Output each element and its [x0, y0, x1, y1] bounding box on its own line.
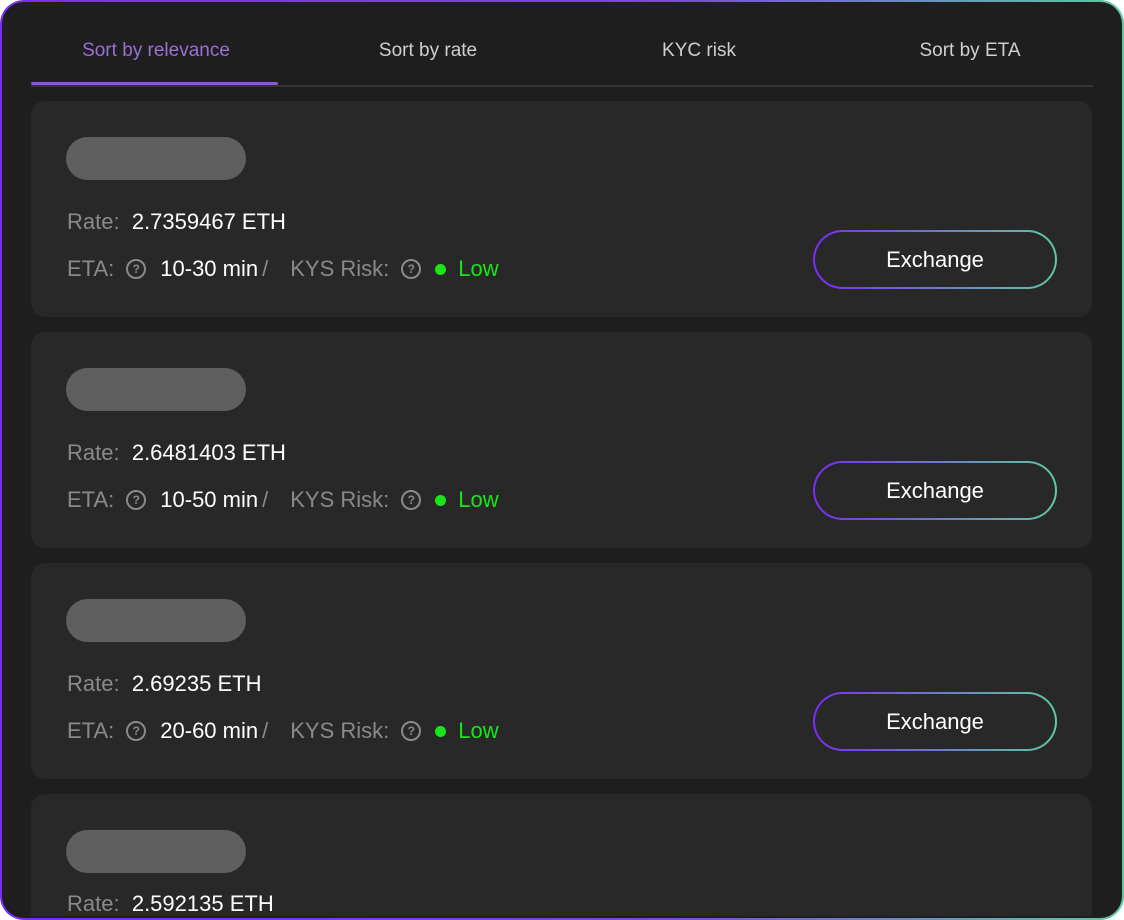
active-tab-indicator: [31, 82, 278, 85]
risk-label: KYS Risk:: [290, 256, 390, 281]
risk-status-dot-icon: [435, 494, 447, 506]
provider-name-placeholder: [66, 830, 246, 873]
rate-label: Rate:: [67, 671, 120, 696]
eta-label: ETA:: [67, 718, 115, 743]
rate-label: Rate:: [67, 209, 120, 234]
exchange-button-label: Exchange: [815, 694, 1055, 749]
eta-help-icon[interactable]: ?: [126, 721, 147, 741]
tab-kyc-risk[interactable]: KYC risk: [662, 40, 736, 61]
eta-row: ETA: ? 10-50 min / KYS Risk: ? Low: [67, 487, 499, 513]
risk-help-icon[interactable]: ?: [401, 259, 422, 279]
rate-value: 2.7359467 ETH: [131, 209, 286, 234]
risk-status-dot-icon: [435, 725, 447, 737]
exchange-button[interactable]: Exchange: [813, 692, 1057, 751]
eta-row: ETA: ? 10-30 min / KYS Risk: ? Low: [67, 256, 499, 282]
eta-value: 10-50 min: [160, 487, 259, 512]
tab-sort-rate[interactable]: Sort by rate: [378, 40, 478, 61]
provider-name-placeholder: [66, 599, 246, 642]
tab-sort-relevance[interactable]: Sort by relevance: [82, 40, 230, 61]
eta-help-icon[interactable]: ?: [126, 490, 147, 510]
rate-value: 2.6481403 ETH: [131, 440, 286, 465]
risk-label: KYS Risk:: [290, 718, 390, 743]
risk-value: Low: [458, 718, 499, 743]
risk-help-icon[interactable]: ?: [401, 721, 422, 741]
separator: /: [262, 256, 269, 281]
sort-tabs: Sort by relevance Sort by rate KYC risk …: [31, 2, 1093, 87]
eta-row: ETA: ? 20-60 min / KYS Risk: ? Low: [67, 718, 499, 744]
rate-value: 2.592135 ETH: [131, 891, 274, 916]
rate-value: 2.69235 ETH: [131, 671, 262, 696]
tab-sort-eta[interactable]: Sort by ETA: [919, 40, 1021, 61]
eta-value: 20-60 min: [160, 718, 259, 743]
risk-value: Low: [458, 256, 499, 281]
rate-row: Rate: 2.592135 ETH: [67, 892, 274, 916]
rate-label: Rate:: [67, 440, 120, 465]
provider-name-placeholder: [66, 368, 246, 411]
rate-row: Rate: 2.6481403 ETH: [67, 441, 286, 465]
risk-value: Low: [458, 487, 499, 512]
offer-card: Rate: 2.6481403 ETH ETA: ? 10-50 min / K…: [31, 332, 1092, 548]
offer-card: Rate: 2.592135 ETH: [31, 794, 1092, 916]
eta-value: 10-30 min: [160, 256, 259, 281]
rate-label: Rate:: [67, 891, 120, 916]
eta-label: ETA:: [67, 256, 115, 281]
rate-row: Rate: 2.69235 ETH: [67, 672, 261, 696]
separator: /: [262, 487, 269, 512]
risk-label: KYS Risk:: [290, 487, 390, 512]
risk-help-icon[interactable]: ?: [401, 490, 422, 510]
exchange-button[interactable]: Exchange: [813, 461, 1057, 520]
eta-label: ETA:: [67, 487, 115, 512]
provider-name-placeholder: [66, 137, 246, 180]
offer-card: Rate: 2.7359467 ETH ETA: ? 10-30 min / K…: [31, 101, 1092, 317]
exchange-button-label: Exchange: [815, 232, 1055, 287]
offer-card: Rate: 2.69235 ETH ETA: ? 20-60 min / KYS…: [31, 563, 1092, 779]
rate-row: Rate: 2.7359467 ETH: [67, 210, 286, 234]
separator: /: [262, 718, 269, 743]
exchange-button-label: Exchange: [815, 463, 1055, 518]
eta-help-icon[interactable]: ?: [126, 259, 147, 279]
risk-status-dot-icon: [435, 263, 447, 275]
exchange-button[interactable]: Exchange: [813, 230, 1057, 289]
